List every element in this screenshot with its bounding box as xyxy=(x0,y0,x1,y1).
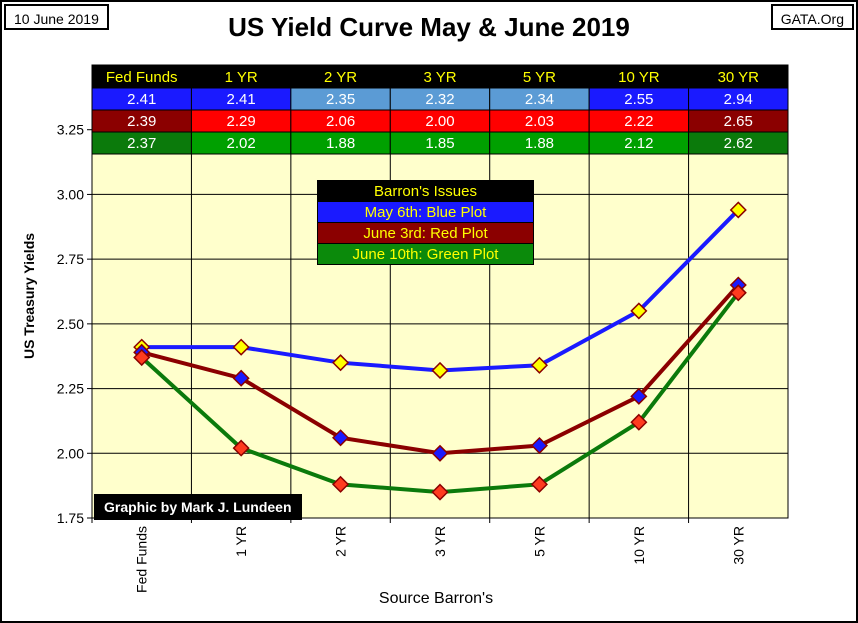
table-value: 2.94 xyxy=(724,91,753,108)
table-header-label: 5 YR xyxy=(523,69,556,86)
x-tick-label: 2 YR xyxy=(333,526,349,557)
chart-title: US Yield Curve May & June 2019 xyxy=(228,12,630,42)
table-value: 2.32 xyxy=(425,91,454,108)
date-label: 10 June 2019 xyxy=(4,4,109,30)
x-tick-label: 1 YR xyxy=(233,526,249,557)
may-6th-series-point xyxy=(431,361,449,380)
table-value: 2.37 xyxy=(127,135,156,152)
legend-green-entry: June 10th: Green Plot xyxy=(317,243,534,265)
june-10th-series-point xyxy=(431,483,449,501)
table-header-label: 30 YR xyxy=(718,69,760,86)
may-6th-series-point xyxy=(530,356,548,374)
x-tick-label: 3 YR xyxy=(432,526,448,557)
table-value: 1.85 xyxy=(425,135,454,152)
june-3rd-series-point xyxy=(431,444,449,462)
legend-red-entry: June 3rd: Red Plot xyxy=(317,222,534,244)
may-6th-series-point xyxy=(630,302,648,320)
june-10th-series-point xyxy=(729,284,747,302)
x-tick-label: 30 YR xyxy=(730,526,746,565)
june-3rd-series-point xyxy=(530,436,548,455)
table-value: 1.88 xyxy=(326,135,355,152)
legend-blue-entry: May 6th: Blue Plot xyxy=(317,201,534,223)
legend-title: Barron's Issues xyxy=(317,180,534,202)
table-value: 2.41 xyxy=(127,91,156,108)
table-value: 2.41 xyxy=(227,91,256,108)
x-tick-label: 5 YR xyxy=(531,526,547,557)
table-header-label: 10 YR xyxy=(618,69,660,86)
june-3rd-series-point xyxy=(332,429,350,447)
y-axis-label: US Treasury Yields xyxy=(21,232,37,360)
source-label: GATA.Org xyxy=(770,4,854,30)
table-value: 2.65 xyxy=(724,113,753,130)
table-value: 2.22 xyxy=(624,113,653,130)
table-value: 2.55 xyxy=(624,91,653,108)
x-tick-label: Fed Funds xyxy=(134,526,150,593)
credit-label: Graphic by Mark J. Lundeen xyxy=(94,494,302,520)
table-header-label: 3 YR xyxy=(423,69,456,86)
y-tick-label: 2.50 xyxy=(57,316,84,332)
x-tick-label: 10 YR xyxy=(631,526,647,565)
y-tick-label: 3.00 xyxy=(57,186,84,202)
legend: Barron's Issues May 6th: Blue Plot June … xyxy=(317,180,534,265)
june-10th-series-point xyxy=(332,475,350,493)
table-value: 2.39 xyxy=(127,113,156,130)
table-header-label: 1 YR xyxy=(225,69,258,86)
table-value: 2.06 xyxy=(326,113,355,130)
table-header-label: 2 YR xyxy=(324,69,357,86)
table-cell xyxy=(688,131,789,155)
june-3rd-series-point xyxy=(232,369,250,387)
table-value: 2.12 xyxy=(624,135,653,152)
may-6th-series-point xyxy=(729,201,747,219)
table-value: 2.00 xyxy=(425,113,454,130)
table-value: 2.29 xyxy=(227,113,256,130)
y-tick-label: 3.25 xyxy=(57,122,84,138)
table-header-label: Fed Funds xyxy=(106,69,178,86)
table-value: 2.34 xyxy=(525,91,554,108)
june-10th-series-point xyxy=(630,413,648,431)
y-tick-label: 2.75 xyxy=(57,251,84,267)
june-10th-series-point xyxy=(232,439,250,457)
table-value: 1.88 xyxy=(525,135,554,152)
june-3rd-series-point xyxy=(630,387,648,405)
y-tick-label: 1.75 xyxy=(57,510,84,526)
table-value: 2.62 xyxy=(724,135,753,152)
table-value: 2.02 xyxy=(227,135,256,152)
june-10th-series-point xyxy=(133,348,151,367)
june-10th-series-point xyxy=(530,475,548,493)
table-value: 2.35 xyxy=(326,91,355,108)
y-tick-label: 2.25 xyxy=(57,381,84,397)
may-6th-series-point xyxy=(332,354,350,372)
table-value: 2.03 xyxy=(525,113,554,130)
may-6th-series-point xyxy=(232,338,250,356)
y-tick-label: 2.00 xyxy=(57,445,84,461)
x-axis-label: Source Barron's xyxy=(378,590,494,607)
